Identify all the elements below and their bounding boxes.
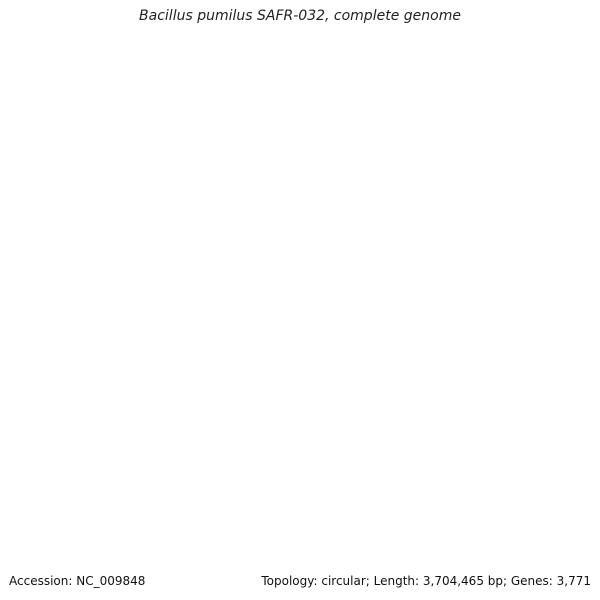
accession-text: Accession: NC_009848 <box>9 574 146 588</box>
genome-summary-text: Topology: circular; Length: 3,704,465 bp… <box>261 574 591 588</box>
map-title: Bacillus pumilus SAFR-032, complete geno… <box>139 8 461 24</box>
